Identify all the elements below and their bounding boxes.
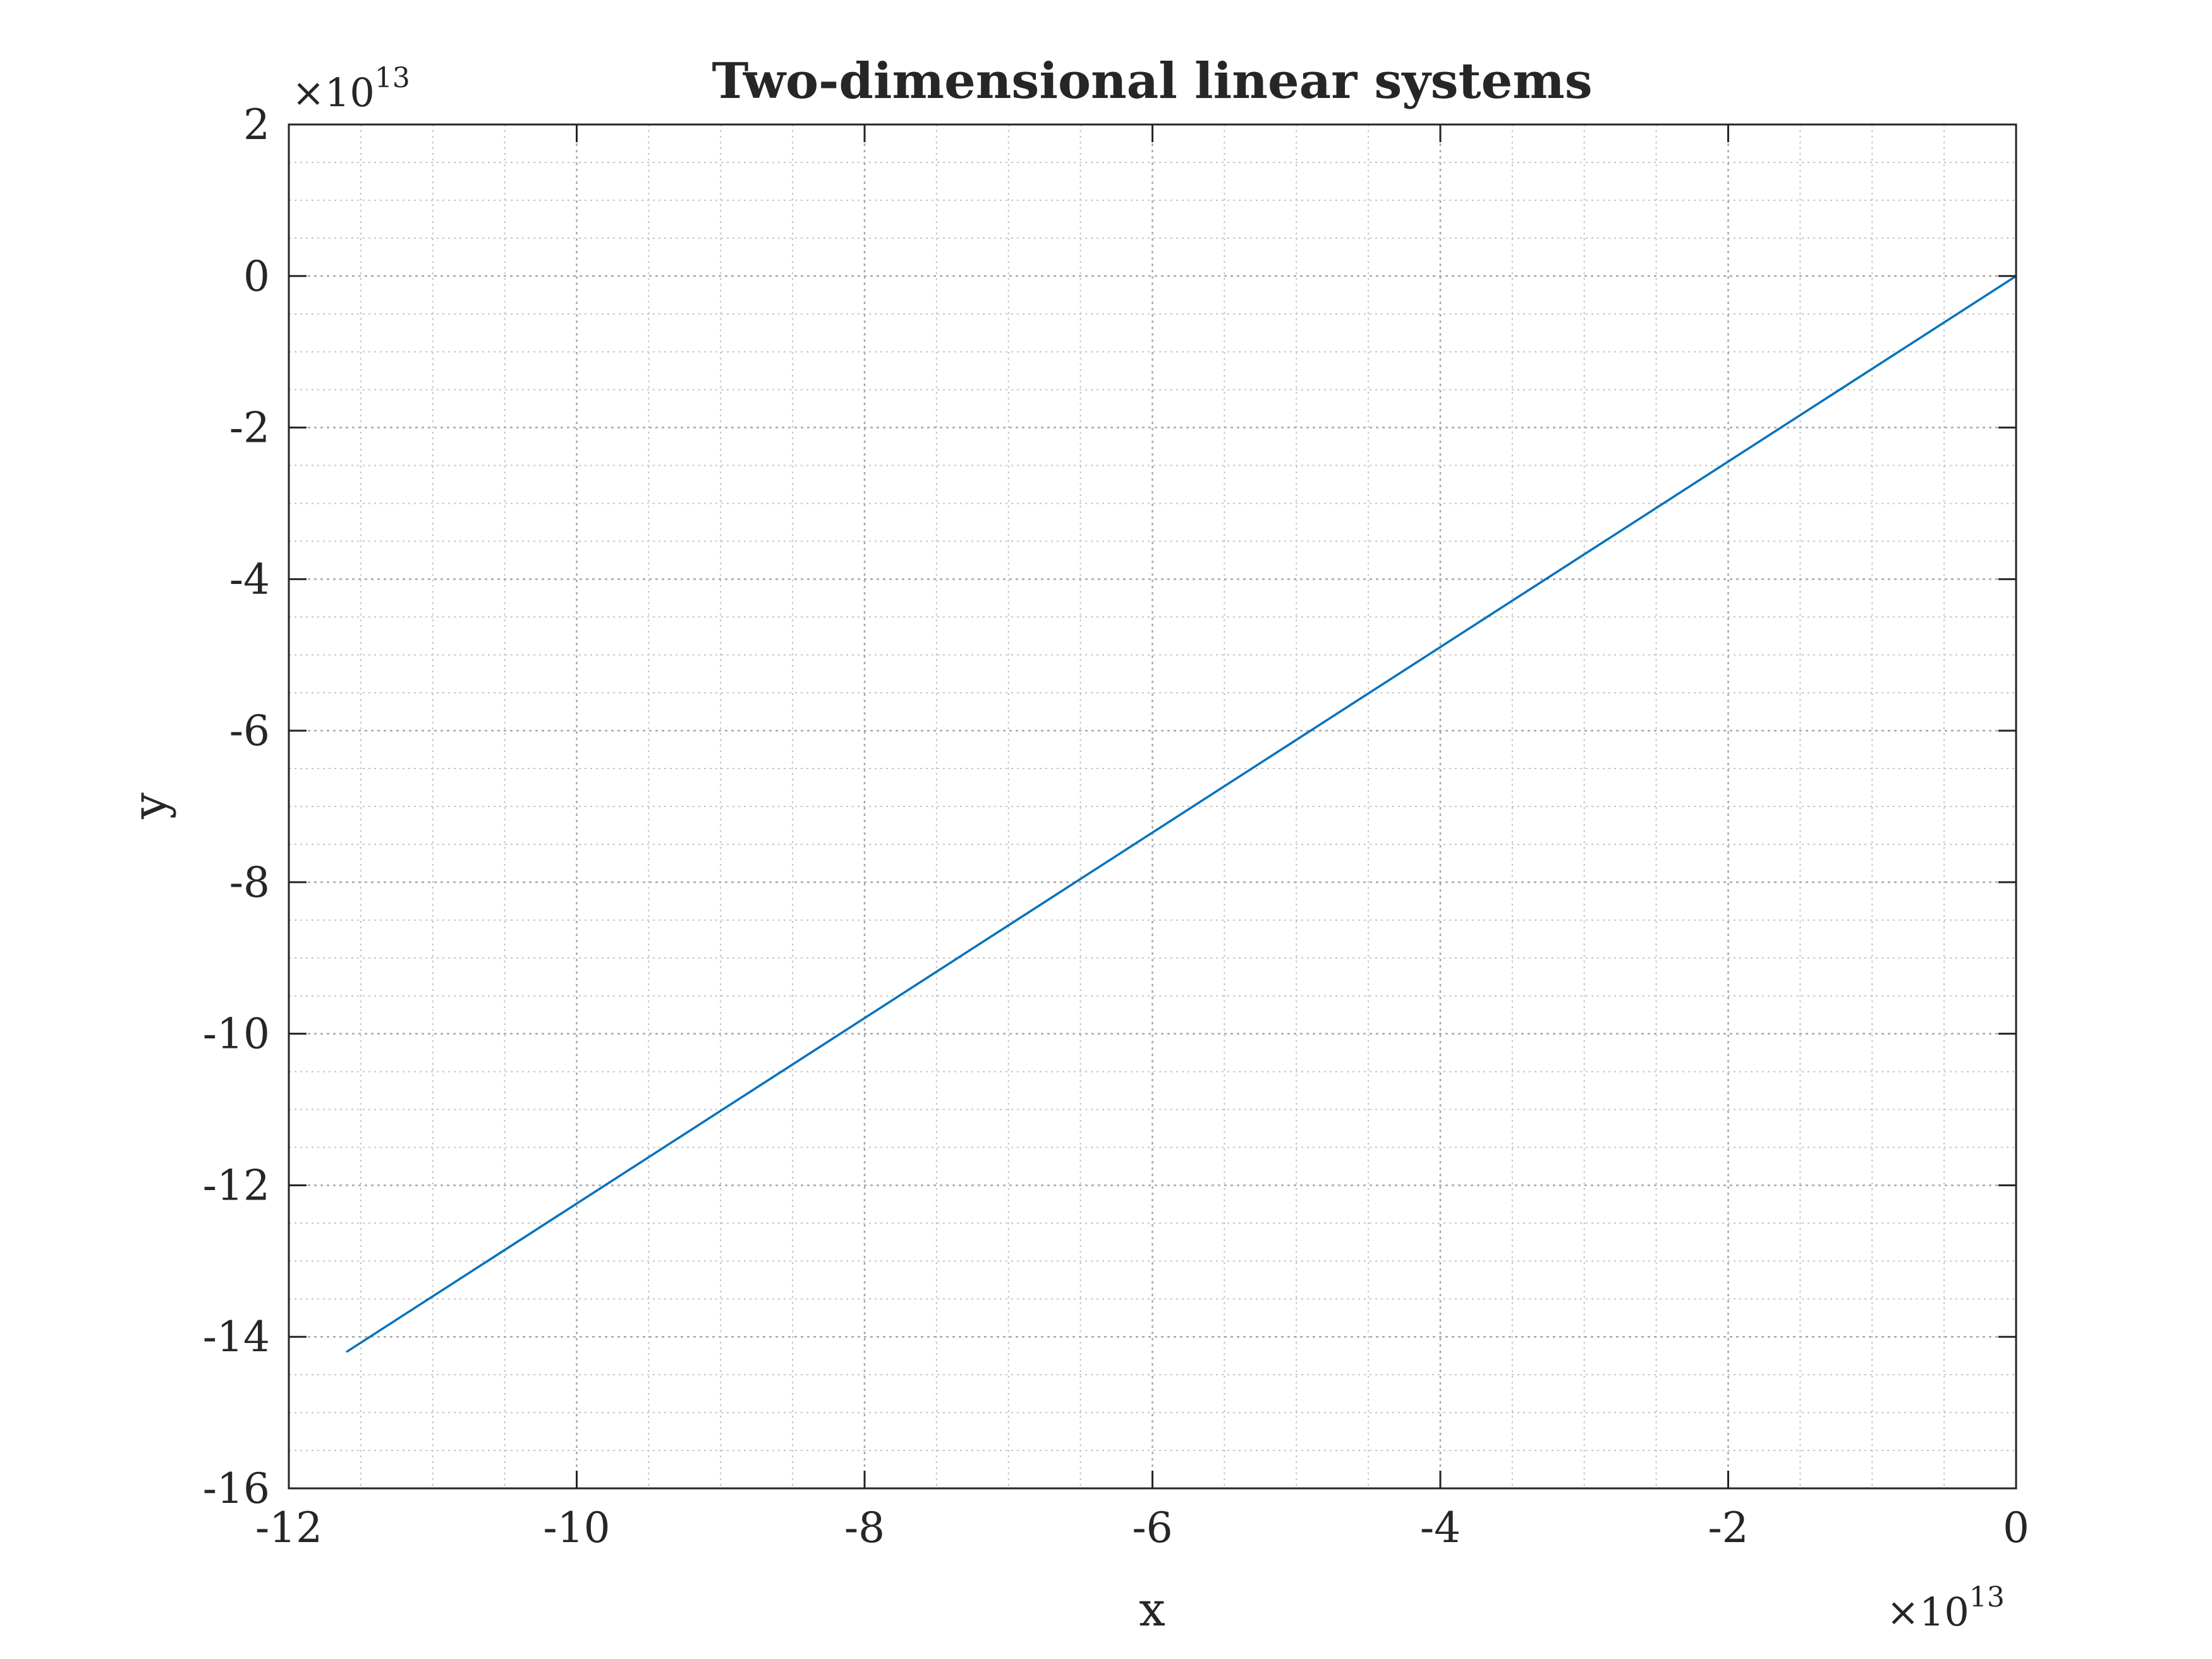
minor-grid <box>289 125 2016 1488</box>
x-tick-label: -8 <box>844 1504 885 1552</box>
x-tick-labels: -12 -10 -8 -6 -4 -2 0 <box>255 1504 2029 1552</box>
y-exponent-power: 13 <box>375 62 410 94</box>
x-tick-label: -2 <box>1708 1504 1748 1552</box>
y-tick-label: -8 <box>229 858 270 907</box>
y-axis-exponent: ×1013 <box>292 62 410 116</box>
y-tick-label: 2 <box>243 100 270 149</box>
x-tick-label: -10 <box>543 1504 610 1552</box>
y-tick-label: -14 <box>203 1313 270 1361</box>
x-tick-label: -6 <box>1132 1504 1172 1552</box>
x-exponent-power: 13 <box>1969 1581 2005 1613</box>
y-tick-label: 0 <box>243 252 270 301</box>
x-tick-label: -4 <box>1420 1504 1461 1552</box>
axis-ticks <box>288 123 2017 1490</box>
y-tick-label: -10 <box>203 1010 270 1059</box>
y-tick-label: -12 <box>203 1161 270 1210</box>
y-tick-label: -2 <box>229 404 270 453</box>
y-tick-label: -4 <box>229 555 270 604</box>
x-tick-label: 0 <box>2003 1504 2029 1552</box>
x-axis-label: x <box>1139 1583 1165 1637</box>
y-exponent-base: ×10 <box>292 70 375 116</box>
y-axis-label: y <box>123 793 177 820</box>
chart-title: Two-dimensional linear systems <box>712 52 1592 110</box>
x-axis-exponent: ×1013 <box>1887 1581 2005 1635</box>
x-tick-label: -12 <box>255 1504 322 1552</box>
y-tick-label: -16 <box>203 1464 270 1513</box>
y-tick-labels: 2 0 -2 -4 -6 -8 -10 -12 -14 -16 <box>203 100 270 1513</box>
series-line <box>346 275 2017 1353</box>
series-layer <box>346 275 2017 1353</box>
y-tick-label: -6 <box>229 707 270 755</box>
svg-text:×1013: ×1013 <box>292 62 410 116</box>
svg-text:×1013: ×1013 <box>1887 1581 2005 1635</box>
x-exponent-base: ×10 <box>1887 1589 1969 1635</box>
